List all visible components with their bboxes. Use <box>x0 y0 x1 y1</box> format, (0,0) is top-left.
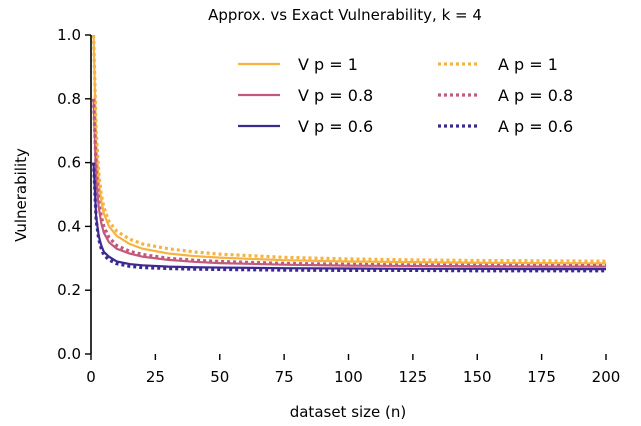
x-tick-label: 175 <box>527 368 556 386</box>
y-tick-label: 0.8 <box>57 90 81 108</box>
x-tick-label: 25 <box>146 368 165 386</box>
x-tick-label: 100 <box>334 368 363 386</box>
x-axis-label: dataset size (n) <box>290 403 407 421</box>
axes: 0.0 0.2 0.4 0.6 0.8 1.0 0 25 50 75 100 125 150 175 200 <box>57 26 620 386</box>
legend-label: A p = 0.6 <box>498 117 573 136</box>
x-tick-label: 150 <box>463 368 492 386</box>
y-tick-label: 0.4 <box>57 217 81 235</box>
legend-label: V p = 0.6 <box>298 117 373 136</box>
series-line-approx-5 <box>91 162 606 273</box>
y-tick-label: 0.0 <box>57 345 81 363</box>
legend-label: A p = 0.8 <box>498 86 573 105</box>
series-line-approx-3 <box>91 34 607 263</box>
legend: V p = 1 V p = 0.8 V p = 0.6 A p = 1 A p = 0.… <box>238 55 573 136</box>
x-tick-label: 125 <box>399 368 428 386</box>
series-line-approx-4 <box>91 98 606 268</box>
series-group <box>91 34 607 273</box>
y-axis-label: Vulnerability <box>12 148 30 242</box>
legend-label: V p = 1 <box>298 55 358 74</box>
y-tick-label: 0.2 <box>57 281 81 299</box>
y-tick-label: 0.6 <box>57 154 81 172</box>
x-tick-label: 75 <box>275 368 294 386</box>
series-line-exact-2 <box>92 162 606 271</box>
x-tick-label: 0 <box>86 368 96 386</box>
legend-label: A p = 1 <box>498 55 558 74</box>
chart-title: Approx. vs Exact Vulnerability, k = 4 <box>208 6 482 24</box>
y-tick-label: 1.0 <box>57 26 81 44</box>
legend-label: V p = 0.8 <box>298 86 373 105</box>
x-tick-label: 50 <box>210 368 229 386</box>
x-tick-label: 200 <box>592 368 621 386</box>
